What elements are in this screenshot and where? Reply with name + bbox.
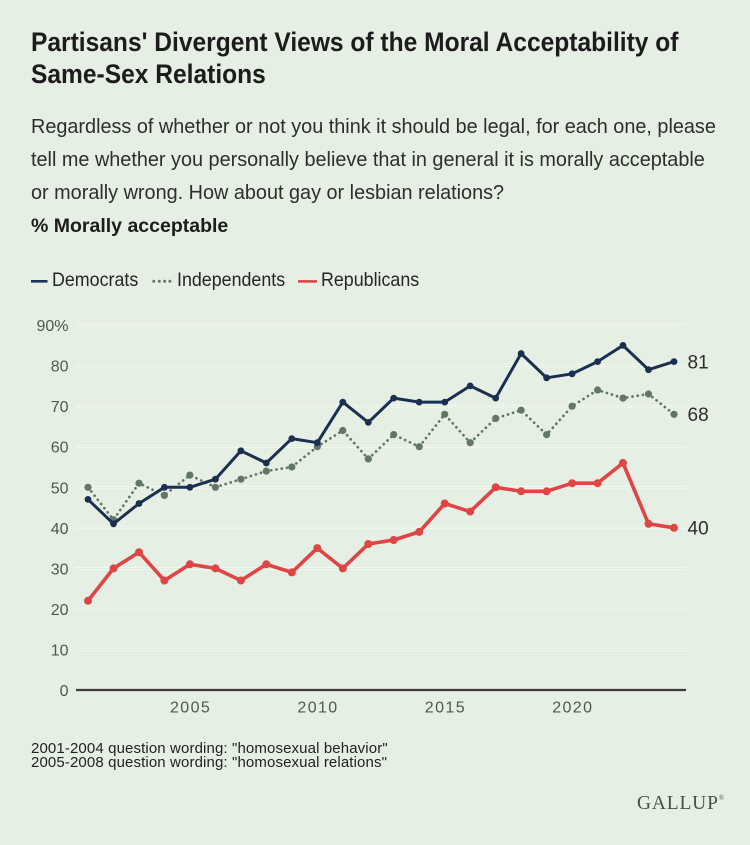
svg-text:40: 40 bbox=[51, 521, 69, 538]
svg-text:2015: 2015 bbox=[425, 700, 466, 717]
svg-text:81: 81 bbox=[688, 353, 709, 374]
svg-text:30: 30 bbox=[51, 561, 69, 578]
svg-text:90%: 90% bbox=[36, 318, 68, 335]
svg-text:2005: 2005 bbox=[170, 700, 211, 717]
svg-text:70: 70 bbox=[51, 399, 69, 416]
svg-text:2010: 2010 bbox=[297, 700, 338, 717]
svg-text:10: 10 bbox=[51, 643, 69, 660]
svg-text:80: 80 bbox=[51, 359, 69, 376]
svg-text:68: 68 bbox=[688, 405, 709, 426]
svg-text:0: 0 bbox=[60, 683, 69, 700]
svg-text:40: 40 bbox=[688, 519, 709, 540]
svg-text:60: 60 bbox=[51, 440, 69, 457]
svg-text:50: 50 bbox=[51, 480, 69, 497]
svg-text:2020: 2020 bbox=[552, 700, 593, 717]
svg-text:20: 20 bbox=[51, 602, 69, 619]
